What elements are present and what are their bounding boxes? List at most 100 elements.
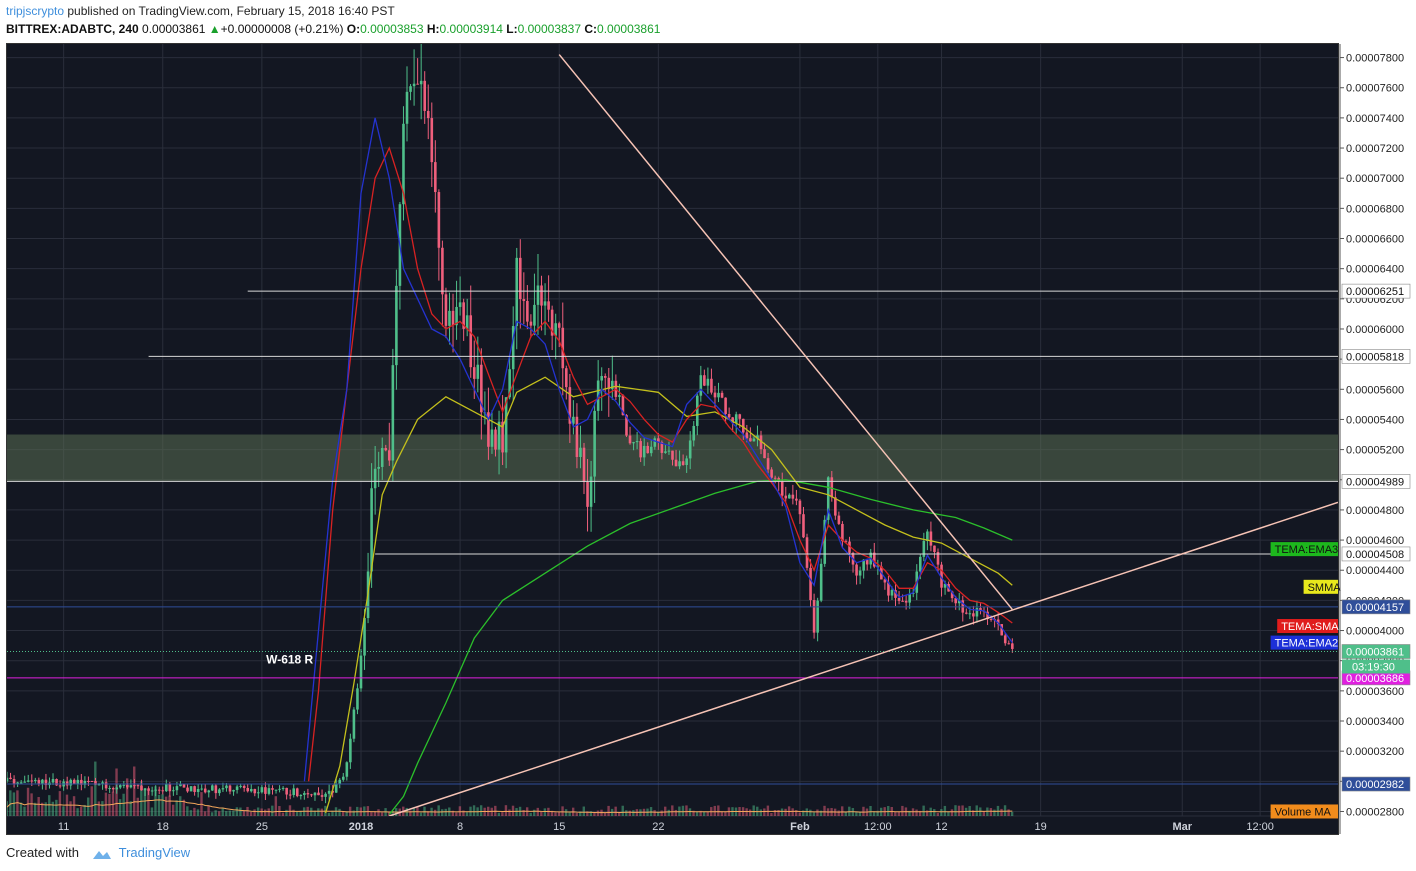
candle-body — [402, 123, 405, 205]
volume-bar — [338, 808, 341, 816]
volume-bar — [575, 812, 578, 816]
candle-body — [968, 613, 972, 615]
volume-bar — [76, 808, 79, 816]
candle-body — [621, 395, 625, 416]
volume-bar — [133, 766, 136, 816]
volume-bar — [12, 792, 16, 816]
candle-body — [706, 378, 710, 386]
volume-bar — [784, 808, 787, 816]
x-tick-label: 11 — [58, 821, 69, 833]
candle-body — [575, 416, 579, 457]
volume-bar — [136, 797, 139, 816]
volume-bar — [947, 811, 950, 816]
candle-body — [745, 432, 749, 439]
x-tick-label: 12:00 — [1246, 821, 1274, 833]
volume-bar — [618, 812, 621, 816]
candle-body — [657, 438, 660, 443]
candle-body — [904, 600, 908, 603]
candle-body — [788, 494, 791, 499]
volume-bar — [554, 812, 557, 816]
candle-body — [30, 780, 34, 782]
last-price-tag: 0.00003861 — [1346, 646, 1404, 658]
candle-body — [136, 785, 140, 787]
candle-body — [288, 794, 292, 796]
volume-bar — [763, 808, 766, 816]
tradingview-link[interactable]: TradingView — [118, 845, 191, 860]
y-tick-label: 0.00004800 — [1346, 505, 1404, 517]
y-tick-label: 0.00005600 — [1346, 384, 1404, 396]
footer: Created with TradingView — [6, 845, 190, 861]
volume-bar — [30, 793, 33, 816]
volume-bar — [564, 809, 568, 816]
candle-body — [221, 788, 225, 790]
indicator-label-box — [1270, 542, 1338, 557]
volume-bar — [179, 796, 182, 816]
candle-body — [97, 784, 101, 786]
y-tick-label: 0.00005400 — [1346, 414, 1404, 426]
candle-body — [349, 738, 352, 763]
candle-body — [285, 787, 288, 795]
volume-bar — [791, 808, 794, 816]
volume-bar — [62, 806, 65, 816]
candle-body — [384, 448, 388, 451]
volume-bar — [837, 810, 840, 816]
candle-body — [200, 788, 203, 790]
indicator-label: TEMA:EMA2 — [1275, 638, 1339, 650]
close-value: 0.00003861 — [597, 22, 661, 36]
volume-bar — [37, 797, 40, 816]
volume-bar — [465, 812, 469, 816]
candle-body — [87, 780, 90, 782]
volume-bar — [253, 809, 256, 816]
volume-bar — [186, 806, 189, 816]
candle-body — [186, 787, 189, 792]
volume-bar — [678, 806, 681, 816]
volume-bar — [933, 809, 936, 816]
candle-body — [363, 618, 366, 656]
candle-body — [334, 784, 338, 793]
candle-body — [147, 788, 150, 791]
volume-bar — [33, 802, 37, 816]
volume-bar — [242, 810, 246, 816]
volume-bar — [1007, 809, 1010, 816]
candle-body — [678, 461, 681, 467]
level-price-tag-box — [1341, 474, 1411, 489]
volume-bar — [281, 812, 285, 816]
candle-body — [536, 285, 540, 305]
candle-body — [812, 600, 816, 633]
candle-body — [405, 91, 409, 124]
author-link[interactable]: tripjscrypto — [6, 4, 65, 18]
volume-bar — [207, 805, 210, 816]
volume-bar — [48, 795, 51, 816]
candle-body — [458, 302, 462, 307]
candle-body — [943, 583, 947, 588]
candle-body — [448, 310, 451, 326]
volume-bar — [246, 806, 249, 816]
volume-bar — [271, 805, 274, 816]
candle-body — [565, 368, 568, 388]
candle-body — [211, 785, 214, 791]
volume-bar — [249, 812, 253, 816]
volume-bar — [773, 809, 777, 816]
volume-bar — [214, 810, 217, 816]
candle-body — [80, 779, 83, 785]
candle-body — [225, 785, 228, 789]
volume-bar — [274, 796, 278, 816]
created-with-label: Created with — [6, 845, 79, 860]
volume-bar — [940, 809, 943, 816]
volume-bar — [317, 808, 320, 816]
candle-body — [306, 793, 310, 795]
candle-body — [918, 556, 922, 572]
candle-body — [7, 777, 9, 782]
candle-body — [841, 523, 844, 542]
volume-bar — [101, 801, 104, 816]
open-value: 0.00003853 — [360, 22, 424, 36]
candle-body — [133, 785, 136, 787]
candle-body — [189, 786, 193, 792]
volume-bar — [975, 805, 978, 816]
symbol-line: BITTREX:ADABTC, 240 0.00003861 ▲+0.00000… — [6, 22, 660, 36]
volume-bar — [780, 808, 784, 816]
y-tick-label: 0.00006600 — [1346, 234, 1404, 246]
volume-bar — [993, 809, 996, 816]
candle-body — [437, 192, 441, 248]
